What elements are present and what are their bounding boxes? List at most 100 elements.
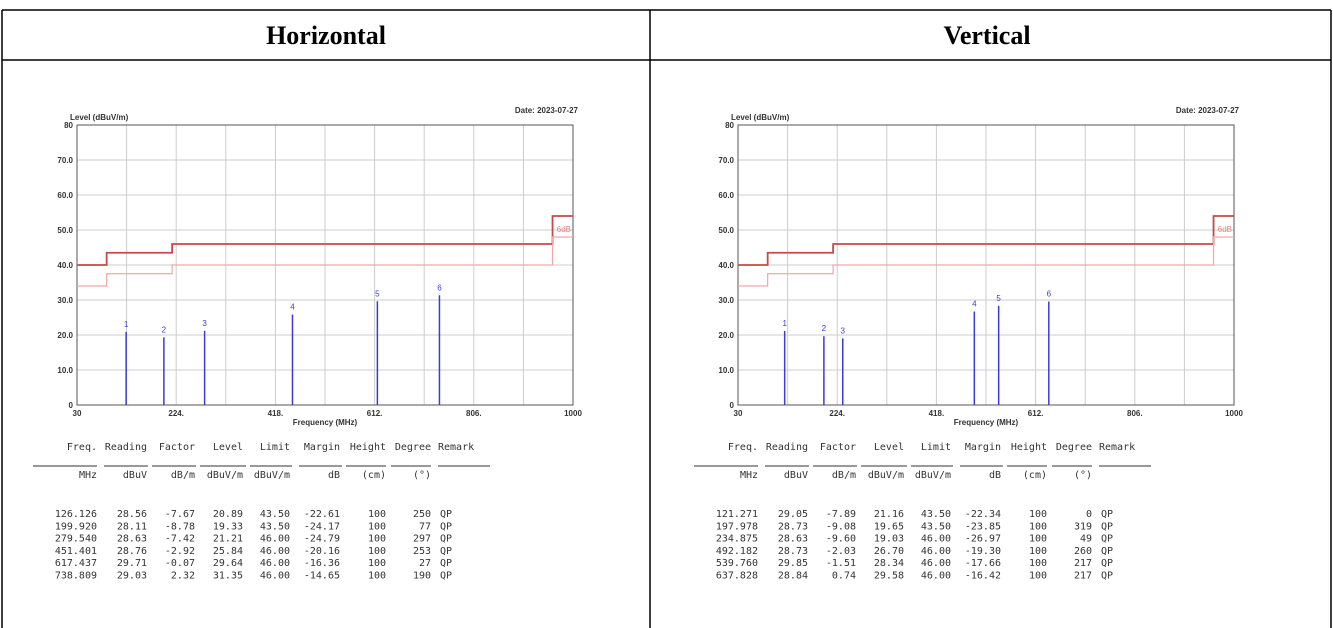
unit: dBuV: [123, 470, 147, 481]
peak-label: 3: [841, 326, 846, 335]
cell: 27: [419, 558, 431, 569]
cell: QP: [440, 558, 452, 569]
cell: -17.66: [965, 558, 1001, 569]
y-axis-label: Level (dBuV/m): [70, 113, 129, 122]
cell: 0: [1086, 509, 1092, 520]
cell: 100: [1029, 521, 1047, 532]
column-header: Factor: [159, 442, 195, 453]
unit: dB: [328, 470, 340, 481]
column-header: Freq.: [728, 442, 758, 453]
cell: -24.17: [304, 521, 340, 532]
column-header: Degree: [1056, 442, 1092, 453]
cell: 46.00: [260, 534, 290, 545]
y-tick-label: 30.0: [57, 296, 73, 305]
y-tick-label: 10.0: [718, 366, 734, 375]
y-tick-label: 50.0: [57, 226, 73, 235]
cell: 197.978: [716, 521, 758, 532]
column-header: Level: [874, 442, 904, 453]
date: Date: 2023-07-27: [1176, 106, 1240, 115]
peak-label: 4: [972, 300, 977, 309]
cell: 199.920: [55, 521, 97, 532]
cell: 28.34: [874, 558, 904, 569]
column-header: Limit: [260, 442, 290, 453]
y-tick-label: 20.0: [57, 331, 73, 340]
cell: 29.58: [874, 571, 904, 582]
cell: 43.50: [921, 521, 951, 532]
cell: QP: [1101, 534, 1113, 545]
panel-title: Vertical: [943, 21, 1030, 50]
unit: dB/m: [832, 470, 856, 481]
unit: dBuV/m: [868, 470, 904, 481]
unit: dBuV/m: [915, 470, 951, 481]
cell: 29.71: [117, 558, 147, 569]
peak-label: 1: [782, 319, 787, 328]
unit: (cm): [1023, 470, 1047, 481]
cell: 19.03: [874, 534, 904, 545]
cell: -20.16: [304, 546, 340, 557]
peak-label: 5: [375, 289, 380, 298]
column-header: Margin: [304, 442, 340, 453]
cell: 28.56: [117, 509, 147, 520]
y-tick-label: 10.0: [57, 366, 73, 375]
cell: -22.61: [304, 509, 340, 520]
cell: 28.63: [778, 534, 808, 545]
x-tick-label: 806.: [466, 409, 482, 418]
unit: dB/m: [171, 470, 195, 481]
cell: -22.34: [965, 509, 1001, 520]
panel-title: Horizontal: [266, 21, 386, 50]
cell: 100: [368, 571, 386, 582]
unit: MHz: [740, 470, 758, 481]
y-tick-label: 30.0: [718, 296, 734, 305]
cell: -0.07: [165, 558, 195, 569]
limit-line: [738, 215, 1234, 266]
cell: 100: [1029, 571, 1047, 582]
cell: QP: [1101, 571, 1113, 582]
column-header: Limit: [921, 442, 951, 453]
cell: QP: [440, 534, 452, 545]
cell: 319: [1074, 521, 1092, 532]
cell: QP: [440, 571, 452, 582]
peak-label: 4: [290, 303, 295, 312]
cell: 2.32: [171, 571, 195, 582]
unit: dBuV/m: [254, 470, 290, 481]
unit: (°): [1074, 470, 1092, 481]
cell: -9.08: [826, 521, 856, 532]
y-tick-label: 60.0: [57, 191, 73, 200]
x-tick-label: 30: [73, 409, 82, 418]
cell: 100: [1029, 558, 1047, 569]
cell: 46.00: [921, 534, 951, 545]
cell: -23.85: [965, 521, 1001, 532]
cell: 28.63: [117, 534, 147, 545]
x-tick-label: 224.: [168, 409, 184, 418]
cell: 738.809: [55, 571, 97, 582]
y-tick-label: 40.0: [57, 261, 73, 270]
cell: 121.271: [716, 509, 758, 520]
x-tick-label: 612.: [367, 409, 383, 418]
peak-label: 2: [162, 325, 167, 334]
cell: 28.73: [778, 546, 808, 557]
column-header: Factor: [820, 442, 856, 453]
cell: 260: [1074, 546, 1092, 557]
cell: 451.401: [55, 546, 97, 557]
y-tick-label: 70.0: [718, 156, 734, 165]
x-tick-label: 806.: [1127, 409, 1143, 418]
cell: 46.00: [260, 546, 290, 557]
y-axis-label: Level (dBuV/m): [731, 113, 790, 122]
cell: -24.79: [304, 534, 340, 545]
x-axis-label: Frequency (MHz): [293, 418, 358, 427]
cell: 190: [413, 571, 431, 582]
cell: -1.51: [826, 558, 856, 569]
y-tick-label: 60.0: [718, 191, 734, 200]
column-header: Remark: [1099, 442, 1135, 453]
y-tick-label: 80: [725, 121, 734, 130]
annotation: 6dB: [557, 225, 571, 234]
cell: 77: [419, 521, 431, 532]
cell: -7.89: [826, 509, 856, 520]
cell: 637.828: [716, 571, 758, 582]
cell: 21.21: [213, 534, 243, 545]
cell: -19.30: [965, 546, 1001, 557]
cell: 297: [413, 534, 431, 545]
cell: 25.84: [213, 546, 243, 557]
cell: 29.64: [213, 558, 243, 569]
column-header: Degree: [395, 442, 431, 453]
